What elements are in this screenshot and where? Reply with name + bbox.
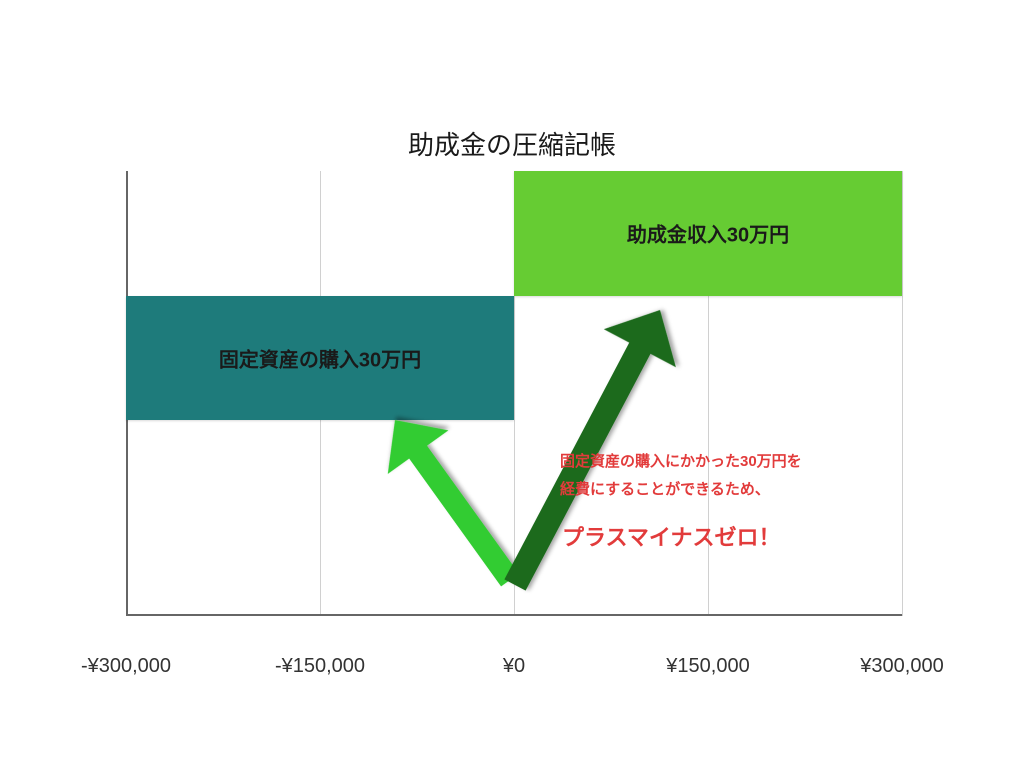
annot_line2: 経費にすることができるため、 <box>560 478 770 502</box>
annot_big: プラスマイナスゼロ！ <box>562 520 780 555</box>
chart-stage: 助成金の圧縮記帳 助成金収入30万円固定資産の購入30万円 -¥300,000-… <box>0 0 1024 768</box>
annot_line1: 固定資産の購入にかかった30万円を <box>560 450 802 474</box>
annotation-arrows <box>0 0 1024 768</box>
arrow-arrow_to_income <box>479 291 696 604</box>
